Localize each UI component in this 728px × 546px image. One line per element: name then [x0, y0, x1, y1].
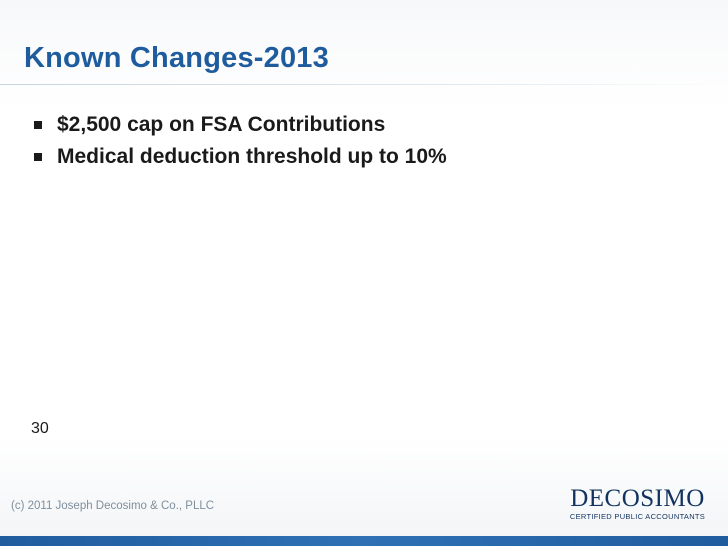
logo-name: DECOSIMO: [570, 485, 705, 512]
bullet-item: $2,500 cap on FSA Contributions: [34, 109, 447, 141]
copyright-notice: (c) 2011 Joseph Decosimo & Co., PLLC: [11, 500, 215, 512]
title-divider: [0, 84, 728, 85]
bullet-list: $2,500 cap on FSA Contributions Medical …: [34, 109, 447, 173]
bottom-accent-bar: [0, 536, 728, 546]
decosimo-logo: DECOSIMO CERTIFIED PUBLIC ACCOUNTANTS: [560, 486, 715, 522]
square-bullet-icon: [34, 121, 42, 129]
bullet-item: Medical deduction threshold up to 10%: [34, 141, 447, 173]
square-bullet-icon: [34, 153, 42, 161]
slide-title: Known Changes-2013: [24, 42, 329, 74]
bullet-text: $2,500 cap on FSA Contributions: [57, 113, 386, 136]
page-number: 30: [31, 420, 49, 437]
logo-tagline: CERTIFIED PUBLIC ACCOUNTANTS: [569, 512, 706, 521]
bullet-text: Medical deduction threshold up to 10%: [57, 145, 447, 168]
